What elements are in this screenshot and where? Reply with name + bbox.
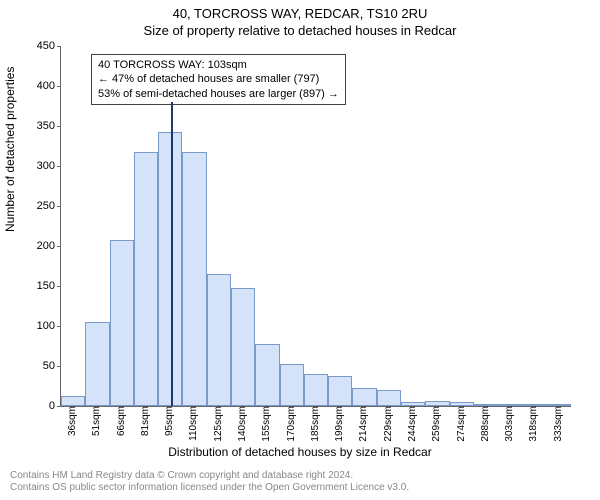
x-tick-label: 81sqm	[138, 406, 151, 436]
x-tick-label: 170sqm	[284, 406, 297, 442]
y-tick-mark	[57, 126, 61, 127]
y-tick-mark	[57, 206, 61, 207]
histogram-bar	[85, 322, 109, 406]
histogram-bar	[61, 396, 85, 406]
x-tick-label: 303sqm	[502, 406, 515, 442]
y-tick-mark	[57, 326, 61, 327]
x-tick-label: 110sqm	[186, 406, 199, 441]
property-marker-line	[171, 102, 173, 406]
y-tick-mark	[57, 366, 61, 367]
x-tick-label: 333sqm	[551, 406, 564, 442]
annotation-line-3: 53% of semi-detached houses are larger (…	[98, 87, 339, 101]
chart-title: 40, TORCROSS WAY, REDCAR, TS10 2RU	[0, 0, 600, 21]
histogram-bar	[207, 274, 231, 406]
y-tick-mark	[57, 246, 61, 247]
x-tick-label: 214sqm	[356, 406, 369, 442]
chart-subtitle: Size of property relative to detached ho…	[0, 21, 600, 38]
histogram-bar	[377, 390, 401, 406]
histogram-bar	[328, 376, 352, 406]
plot-area: 40 TORCROSS WAY: 103sqm ← 47% of detache…	[60, 46, 571, 407]
histogram-bar	[182, 152, 206, 406]
y-axis-label: Number of detached properties	[3, 67, 17, 232]
annotation-line-2: ← 47% of detached houses are smaller (79…	[98, 72, 339, 86]
x-tick-label: 259sqm	[429, 406, 442, 442]
histogram-bar	[280, 364, 304, 406]
y-tick-mark	[57, 86, 61, 87]
x-tick-label: 95sqm	[162, 406, 175, 436]
x-tick-label: 274sqm	[454, 406, 467, 442]
x-axis-label: Distribution of detached houses by size …	[0, 445, 600, 459]
y-tick-mark	[57, 286, 61, 287]
histogram-bar	[304, 374, 328, 406]
histogram-bar	[134, 152, 158, 406]
x-tick-label: 140sqm	[235, 406, 248, 442]
histogram-bar	[352, 388, 376, 406]
x-tick-label: 51sqm	[89, 406, 102, 436]
x-tick-label: 229sqm	[381, 406, 394, 442]
x-tick-label: 199sqm	[332, 406, 345, 442]
chart-container: 40, TORCROSS WAY, REDCAR, TS10 2RU Size …	[0, 0, 600, 500]
x-tick-label: 36sqm	[65, 406, 78, 436]
y-tick-mark	[57, 406, 61, 407]
x-tick-label: 125sqm	[211, 406, 224, 442]
footer-line-1: Contains HM Land Registry data © Crown c…	[10, 470, 409, 482]
x-tick-label: 318sqm	[526, 406, 539, 442]
x-tick-label: 66sqm	[114, 406, 127, 436]
y-tick-mark	[57, 166, 61, 167]
histogram-bar	[231, 288, 255, 406]
x-tick-label: 185sqm	[308, 406, 321, 442]
y-tick-mark	[57, 46, 61, 47]
footer-text: Contains HM Land Registry data © Crown c…	[10, 470, 409, 494]
histogram-bar	[110, 240, 134, 406]
histogram-bar	[255, 344, 279, 406]
x-tick-label: 288sqm	[478, 406, 491, 442]
x-tick-label: 155sqm	[259, 406, 272, 442]
footer-line-2: Contains OS public sector information li…	[10, 482, 409, 494]
x-tick-label: 244sqm	[405, 406, 418, 442]
annotation-box: 40 TORCROSS WAY: 103sqm ← 47% of detache…	[91, 54, 346, 105]
annotation-line-1: 40 TORCROSS WAY: 103sqm	[98, 58, 339, 72]
